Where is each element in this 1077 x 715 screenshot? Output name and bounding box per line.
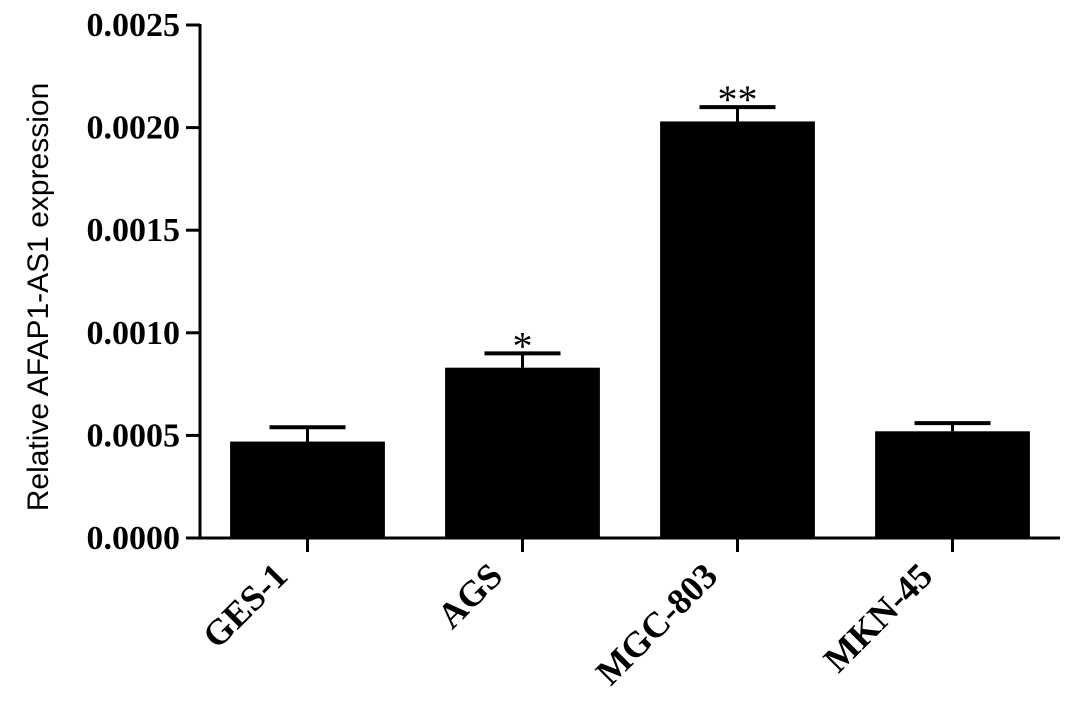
- bar: [230, 441, 385, 538]
- x-tick-label: MGC-803: [588, 555, 725, 692]
- bar: [875, 431, 1030, 538]
- x-tick-label: GES-1: [195, 555, 295, 655]
- x-tick-label: MKN-45: [816, 555, 940, 679]
- bar: [660, 121, 815, 538]
- y-tick-label: 0.0005: [87, 417, 181, 454]
- x-tick-label: AGS: [430, 555, 511, 636]
- y-axis: 0.0000 0.0005 0.0010 0.0015 0.0020 0.0025: [87, 7, 202, 557]
- y-tick-label: 0.0025: [87, 7, 181, 44]
- significance-marker: **: [718, 77, 758, 122]
- y-axis-title: Relative AFAP1-AS1 expression: [22, 83, 55, 512]
- y-tick-label: 0.0020: [87, 110, 181, 147]
- x-axis: GES-1 AGS MGC-803 MKN-45: [195, 536, 1060, 693]
- significance-marker: *: [513, 323, 533, 368]
- bar: [445, 367, 600, 538]
- y-tick-label: 0.0010: [87, 315, 181, 352]
- bars: ***: [230, 77, 1030, 538]
- y-tick-label: 0.0015: [87, 212, 181, 249]
- y-tick-label: 0.0000: [87, 520, 181, 557]
